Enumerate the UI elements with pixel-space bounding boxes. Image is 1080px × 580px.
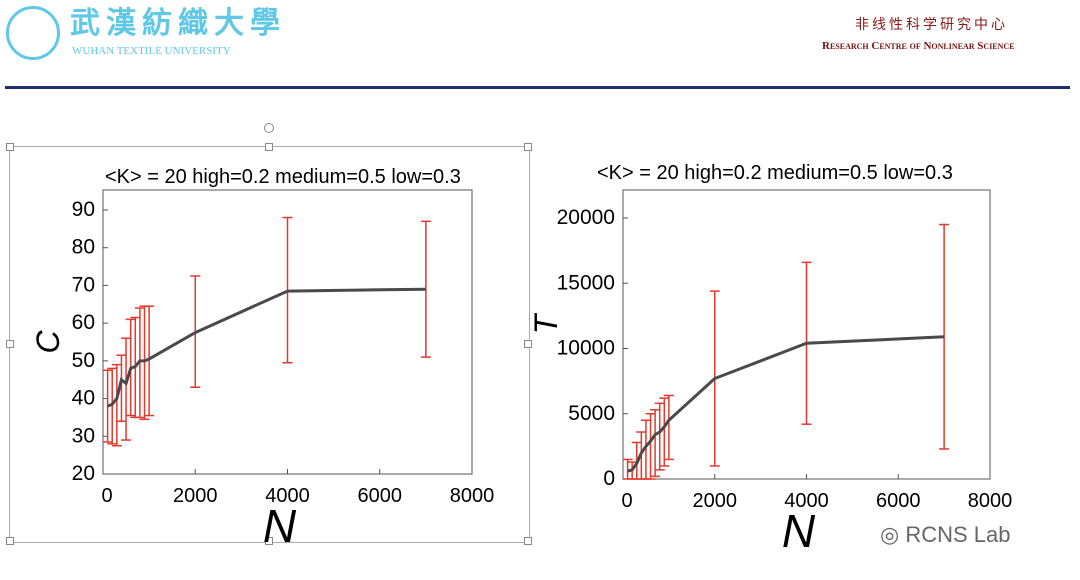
- university-logo: [6, 6, 60, 60]
- x-axis-label: N: [782, 505, 816, 557]
- y-tick-label: 90: [72, 198, 95, 221]
- resize-handle[interactable]: [6, 340, 14, 348]
- x-tick-label: 4000: [784, 490, 829, 512]
- y-tick-label: 5000: [568, 402, 615, 425]
- x-tick-label: 0: [101, 485, 112, 507]
- resize-handle[interactable]: [524, 340, 532, 348]
- y-tick-label: 20000: [557, 206, 615, 229]
- y-tick-label: 15000: [557, 271, 615, 294]
- resize-handle[interactable]: [6, 143, 14, 151]
- x-tick-label: 2000: [173, 485, 218, 507]
- header-rule: [5, 86, 1070, 89]
- x-tick-label: 8000: [450, 485, 495, 507]
- center-name-cn: 非线性科学研究中心: [855, 16, 1008, 32]
- x-tick-label: 0: [621, 490, 632, 512]
- selection-frame[interactable]: [6, 123, 532, 545]
- logo-text-en: WUHAN TEXTILE UNIVERSITY: [72, 45, 231, 57]
- y-tick-label: 70: [72, 273, 95, 296]
- wechat-icon: ◎: [880, 522, 906, 547]
- chart-title: <K> = 20 high=0.2 medium=0.5 low=0.3: [597, 162, 953, 184]
- x-axis-label: N: [263, 500, 297, 552]
- chart-title: <K> = 20 high=0.2 medium=0.5 low=0.3: [105, 166, 461, 188]
- x-tick-label: 4000: [265, 485, 310, 507]
- center-name-en: Research Centre of Nonlinear Science: [822, 40, 1015, 52]
- data-line: [107, 287, 426, 408]
- rotate-handle-icon[interactable]: [264, 123, 274, 133]
- resize-handle[interactable]: [6, 537, 14, 545]
- watermark: ◎ RCNS Lab: [880, 522, 1011, 547]
- y-tick-label: 30: [72, 424, 95, 447]
- logo-text-cn: 武漢紡織大學: [70, 7, 286, 40]
- x-tick-label: 8000: [968, 490, 1013, 512]
- resize-handle[interactable]: [524, 143, 532, 151]
- y-tick-label: 60: [72, 311, 95, 334]
- resize-handle[interactable]: [265, 537, 273, 545]
- y-tick-label: 80: [72, 236, 95, 259]
- y-tick-label: 20: [72, 462, 95, 485]
- x-tick-label: 6000: [876, 490, 921, 512]
- x-tick-label: 6000: [358, 485, 403, 507]
- y-tick-label: 10000: [557, 337, 615, 360]
- resize-handle[interactable]: [524, 537, 532, 545]
- y-tick-label: 0: [603, 467, 615, 490]
- x-tick-label: 2000: [693, 490, 738, 512]
- y-axis-label: C: [30, 330, 66, 354]
- data-line: [627, 335, 945, 473]
- y-axis-label: T: [528, 312, 564, 334]
- y-tick-label: 40: [72, 387, 95, 410]
- resize-handle[interactable]: [265, 143, 273, 151]
- y-tick-label: 50: [72, 349, 95, 372]
